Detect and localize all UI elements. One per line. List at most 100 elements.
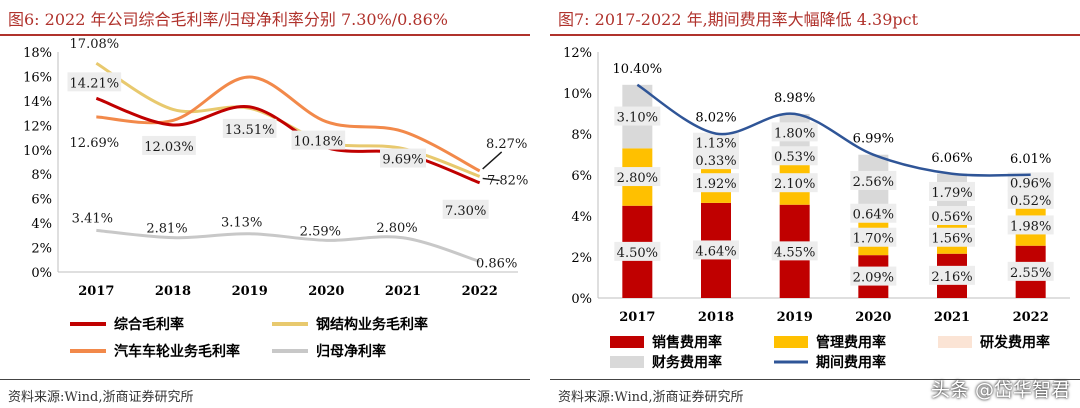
y-tick-label: 6% xyxy=(571,169,592,184)
data-label-box xyxy=(771,241,818,261)
y-tick-label: 4% xyxy=(31,217,52,232)
left-source-rule xyxy=(0,379,530,380)
legend-label: 归母净利率 xyxy=(316,343,386,360)
data-label: 3.13% xyxy=(221,216,262,231)
data-label: 1.80% xyxy=(774,126,815,141)
line-data-label: 8.98% xyxy=(774,91,815,106)
x-tick-label: 2020 xyxy=(855,310,891,325)
data-label-box xyxy=(222,118,277,138)
line-data-label: 8.02% xyxy=(695,111,736,126)
data-label-box xyxy=(850,227,897,247)
legend-label: 综合毛利率 xyxy=(114,316,184,333)
left-source-note: 资料来源:Wind,浙商证券研究所 xyxy=(8,390,194,405)
x-tick-label: 2017 xyxy=(78,284,114,299)
y-tick-label: 8% xyxy=(31,168,52,183)
data-label-box xyxy=(771,146,818,166)
y-tick-label: 16% xyxy=(23,70,52,85)
data-label: 4.50% xyxy=(617,246,658,261)
x-tick-label: 2017 xyxy=(619,310,655,325)
series-line-4 xyxy=(96,228,481,263)
data-label: 0.56% xyxy=(931,210,972,225)
legend-swatch xyxy=(774,336,808,348)
data-label: 8.27% xyxy=(486,137,527,152)
data-label: 2.81% xyxy=(146,222,187,237)
data-label-box xyxy=(614,106,661,126)
data-label-box xyxy=(771,173,818,193)
data-label: 13.51% xyxy=(225,123,275,138)
data-label-box xyxy=(380,148,426,168)
data-label-box xyxy=(614,167,661,187)
right-chart-panel: 图7: 2017-2022 年,期间费用率大幅降低 4.39pct 0% 2% 4%… xyxy=(550,0,1080,408)
data-label: 1.56% xyxy=(931,232,972,247)
y-tick-label: 18% xyxy=(23,46,52,61)
data-label-box xyxy=(850,203,897,223)
data-label-box xyxy=(1007,261,1054,281)
data-label-box xyxy=(693,132,739,152)
x-tick-label: 2021 xyxy=(934,310,970,325)
y-tick-label: 0% xyxy=(571,292,592,307)
data-label: 10.18% xyxy=(294,135,344,150)
right-title-rule xyxy=(550,34,1080,36)
data-label-box xyxy=(929,206,975,225)
line-data-label: 6.99% xyxy=(853,132,894,147)
data-label: 2.80% xyxy=(617,171,658,186)
left-chart-title: 图6: 2022 年公司综合毛利率/归母净利率分别 7.30%/0.86% xyxy=(8,10,448,29)
legend-label: 销售费用率 xyxy=(652,334,722,351)
data-label-box xyxy=(693,173,739,193)
x-tick-label: 2022 xyxy=(462,284,498,299)
legend-label: 财务费用率 xyxy=(651,354,722,371)
right-chart-title: 图7: 2017-2022 年,期间费用率大幅降低 4.39pct xyxy=(558,10,919,29)
total-expense-line xyxy=(636,83,1031,177)
data-label: 2.59% xyxy=(300,224,341,239)
data-label-box xyxy=(850,170,897,190)
data-label: 12.03% xyxy=(144,140,194,155)
legend-swatch xyxy=(610,336,644,348)
line-data-label: 6.06% xyxy=(931,151,972,166)
data-label-box xyxy=(142,135,196,155)
data-label: 1.70% xyxy=(853,232,894,247)
y-tick-label: 4% xyxy=(571,210,592,225)
data-label: 3.10% xyxy=(617,111,658,126)
data-label: 1.92% xyxy=(695,177,736,192)
data-label: 0.53% xyxy=(774,150,815,165)
data-label-box xyxy=(291,130,346,150)
line-data-label: 10.40% xyxy=(613,62,663,77)
data-label-box xyxy=(929,265,975,285)
data-label: 0.96% xyxy=(1010,176,1051,191)
data-label-box xyxy=(693,240,739,260)
data-label: 2.55% xyxy=(1010,266,1051,281)
data-label: 2.80% xyxy=(376,221,417,236)
data-label-box xyxy=(1007,189,1054,209)
data-label: 3.41% xyxy=(72,211,113,226)
data-label-box xyxy=(929,227,975,247)
data-label-box xyxy=(771,122,818,142)
leader-line xyxy=(482,177,500,182)
y-tick-label: 10% xyxy=(23,144,52,159)
right-source-rule xyxy=(550,379,1080,380)
legend-label: 管理费用率 xyxy=(816,334,886,351)
y-tick-label: 12% xyxy=(563,46,592,61)
data-label-box xyxy=(442,199,489,219)
x-tick-label: 2019 xyxy=(232,284,268,299)
data-label: 1.98% xyxy=(1010,219,1051,234)
data-label: 2.56% xyxy=(853,175,894,190)
left-chart-panel: 图6: 2022 年公司综合毛利率/归母净利率分别 7.30%/0.86% 0%… xyxy=(0,0,530,408)
watermark: 头条 @岱华智君 xyxy=(930,379,1070,401)
legend-label: 研发费用率 xyxy=(980,334,1050,351)
leader-line xyxy=(482,151,503,170)
data-label: 17.08% xyxy=(70,37,120,52)
x-tick-label: 2021 xyxy=(385,284,421,299)
margin-line-chart: 0% 2% 4% 6% 8% 10% 12% 14% 16% 18% 2017 2018 2019 202… xyxy=(23,37,528,360)
y-tick-label: 2% xyxy=(31,242,52,257)
data-label: 1.13% xyxy=(695,137,736,152)
x-tick-label: 2022 xyxy=(1013,310,1049,325)
y-tick-label: 6% xyxy=(31,193,52,208)
data-label-box xyxy=(67,72,122,92)
data-label: 2.09% xyxy=(853,271,894,286)
legend-label: 期间费用率 xyxy=(816,354,886,371)
x-tick-label: 2020 xyxy=(308,284,344,299)
y-tick-label: 12% xyxy=(23,119,52,134)
data-label: 0.64% xyxy=(853,208,894,223)
data-label: 4.64% xyxy=(695,244,736,259)
data-label: 0.52% xyxy=(1010,194,1051,209)
